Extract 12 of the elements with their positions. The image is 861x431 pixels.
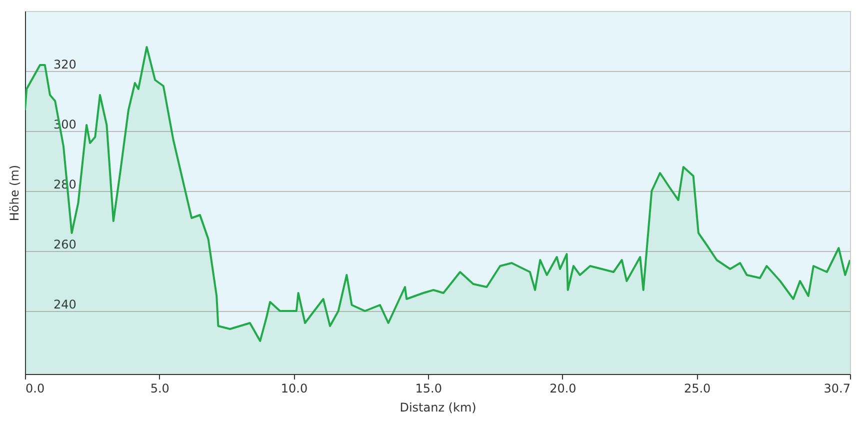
x-tick-label: 5.0 <box>150 382 170 396</box>
x-axis-title: Distanz (km) <box>400 400 476 414</box>
y-axis-title: Höhe (m) <box>8 164 22 222</box>
x-tick-label: 20.0 <box>550 382 576 396</box>
x-tick-label: 30.7 <box>824 382 850 396</box>
x-tick-label: 10.0 <box>280 382 308 396</box>
y-tick-label: 260 <box>54 238 76 252</box>
x-tick-label: 15.0 <box>415 382 442 396</box>
y-tick-label: 240 <box>54 298 76 312</box>
x-tick-label: 25.0 <box>684 382 711 396</box>
x-tick-label: 0.0 <box>26 382 45 396</box>
y-tick-label: 320 <box>54 58 76 72</box>
